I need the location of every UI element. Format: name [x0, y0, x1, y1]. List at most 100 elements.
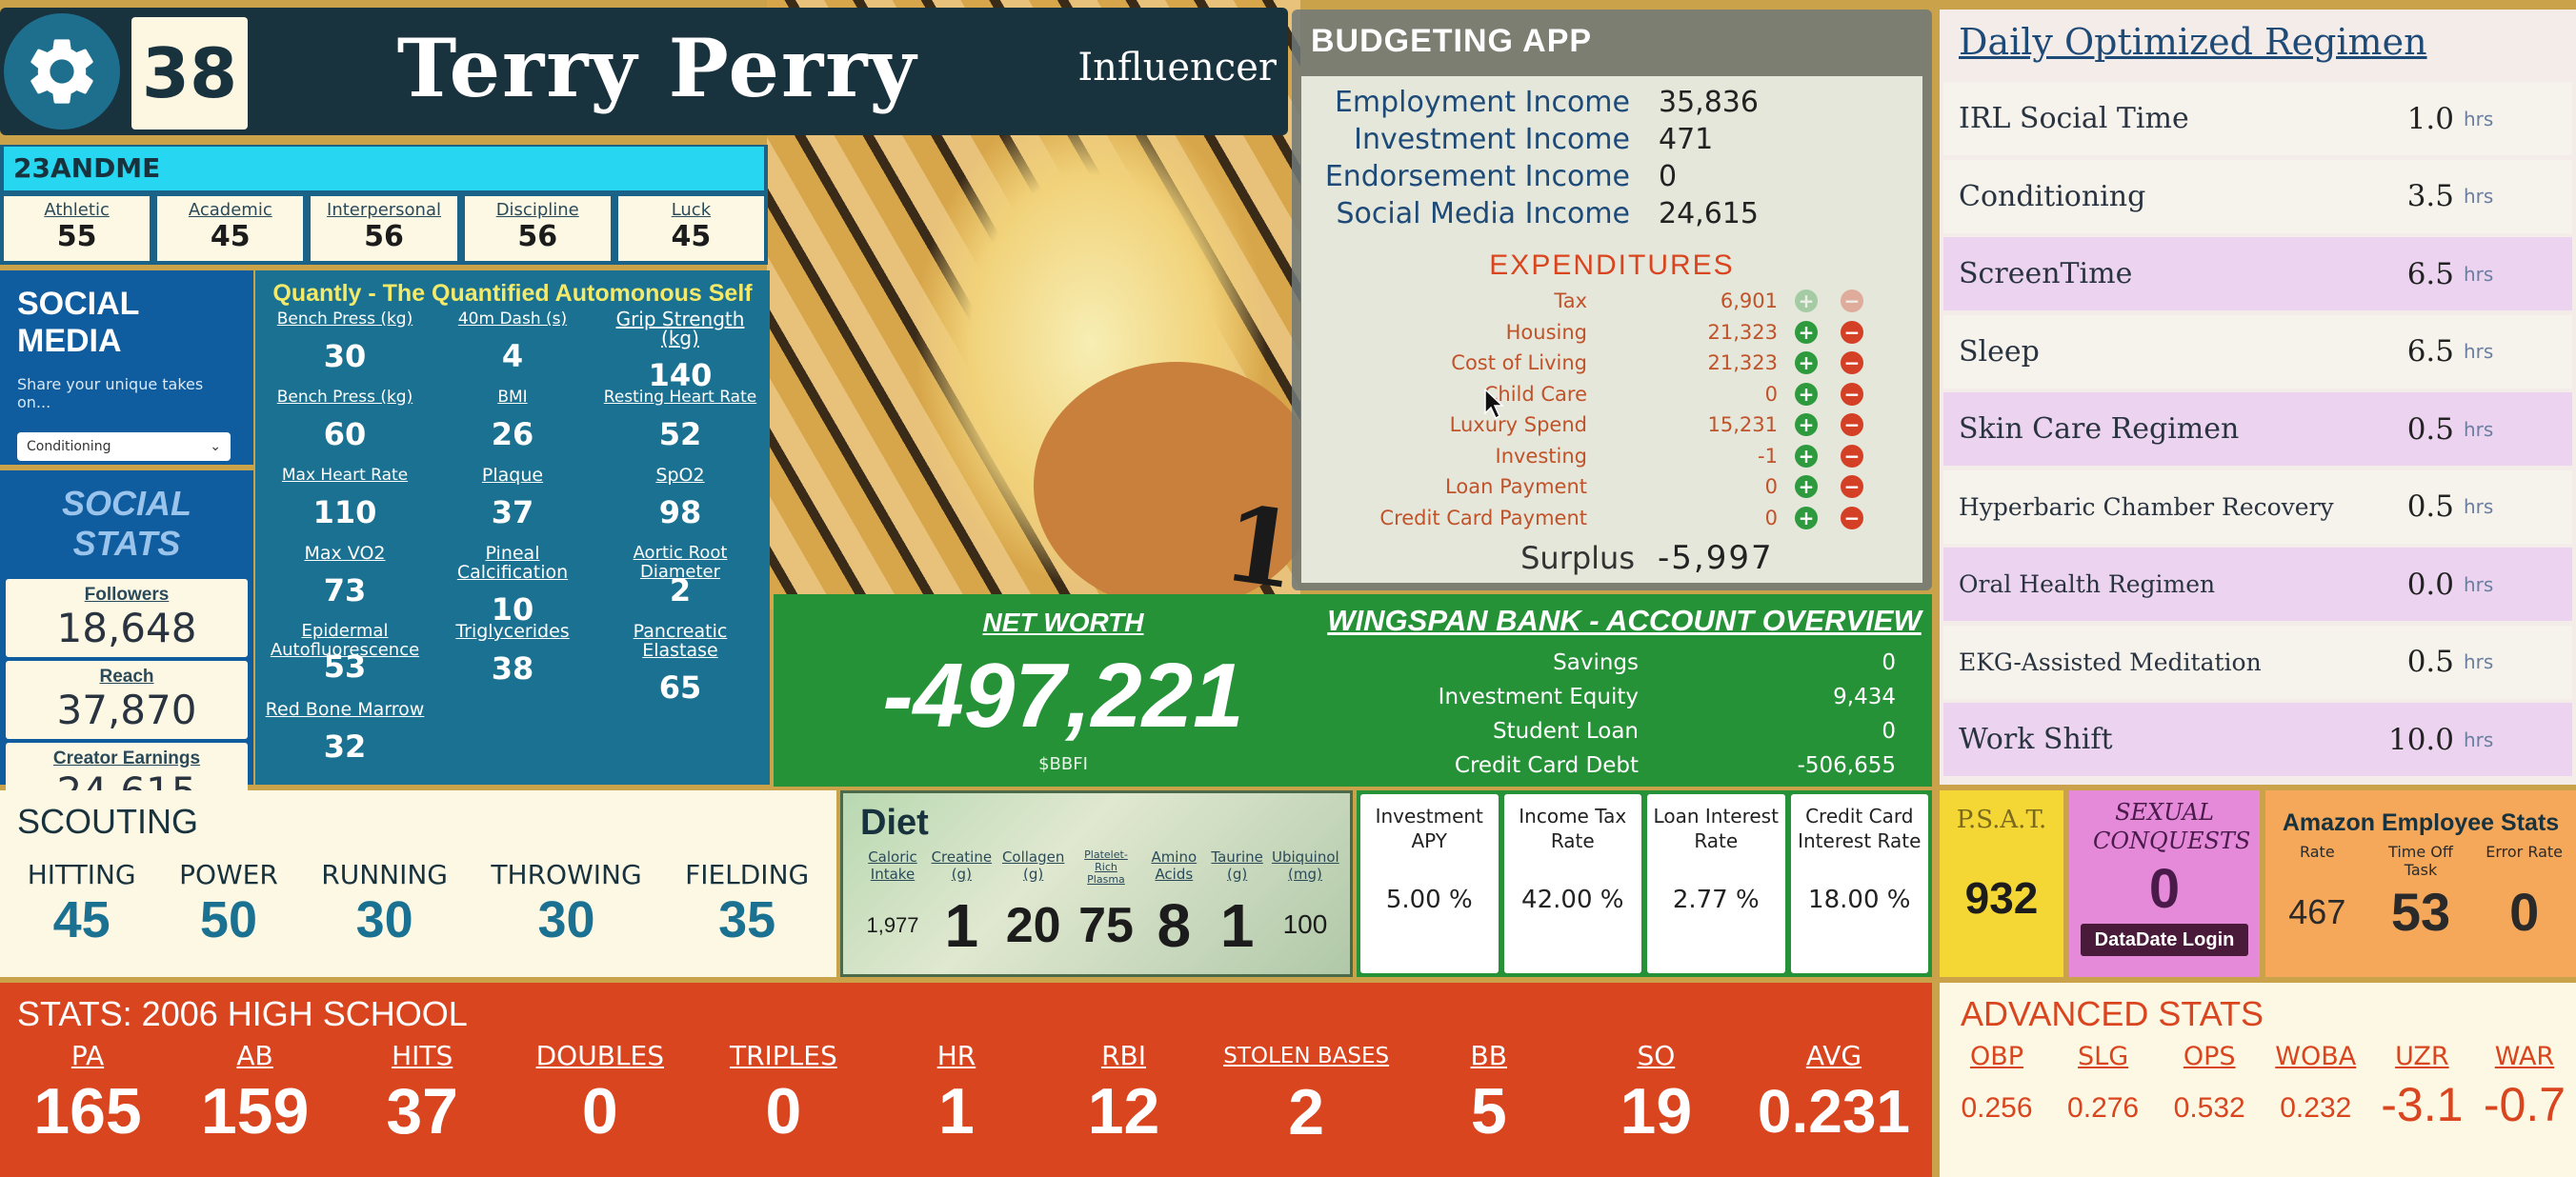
expenditure-row: Tax 6,901 + − [1301, 286, 1922, 317]
metric-value: 37 [491, 494, 534, 530]
hs-value: 19 [1620, 1075, 1693, 1147]
minus-icon[interactable]: − [1841, 444, 1863, 468]
expenditure-row: Investing -1 + − [1301, 441, 1922, 472]
dna-trait: Athletic 55 [4, 196, 151, 261]
rate-card: Loan Interest Rate 2.77 % [1647, 794, 1785, 973]
topic-select[interactable]: Conditioning ⌄ [17, 432, 231, 461]
psat-value: 932 [1964, 873, 2039, 923]
minus-icon[interactable]: − [1841, 506, 1863, 529]
rate-card: Income Tax Rate 42.00 % [1503, 794, 1641, 973]
minus-icon[interactable]: − [1841, 475, 1863, 499]
plus-icon[interactable]: + [1795, 320, 1818, 344]
dna-title-bar: 23ANDME [4, 147, 764, 190]
diet-label: Caloric Intake [868, 848, 917, 883]
minus-icon[interactable]: − [1841, 413, 1863, 437]
hs-stats-title: STATS: 2006 HIGH SCHOOL [17, 994, 468, 1033]
amazon-label: Time Off Task [2388, 843, 2453, 879]
chevron-down-icon: ⌄ [210, 439, 221, 454]
regimen-label: Sleep [1959, 334, 2040, 369]
income-row: Social Media Income 24,615 [1301, 195, 1922, 232]
conquests-title: SEXUAL CONQUESTS [2093, 799, 2251, 854]
trait-label: Discipline [495, 200, 579, 220]
income-label: Investment Income [1354, 123, 1630, 156]
income-value: 0 [1659, 160, 1678, 193]
regimen-value: 0.0 [2406, 567, 2454, 602]
player-name: Terry Perry [396, 21, 918, 115]
regimen-item: Skin Care Regimen 0.5 hrs [1943, 392, 2572, 466]
dna-trait: Academic 45 [157, 196, 304, 261]
scouting-label: RUNNING [321, 859, 448, 890]
cursor-icon [1484, 389, 1504, 419]
hs-stat: AB 159 [175, 1040, 335, 1152]
regimen-unit: hrs [2464, 340, 2494, 363]
regimen-unit: hrs [2464, 262, 2494, 286]
quantly-metric: Epidermal Autofluorescence 53 [261, 622, 429, 700]
hs-stat: HR 1 [876, 1040, 1036, 1152]
expenditure-row: Luxury Spend 15,231 + − [1301, 409, 1922, 441]
plus-icon[interactable]: + [1795, 351, 1818, 375]
metric-label: BMI [497, 388, 528, 407]
expense-value: 15,231 [1707, 413, 1778, 437]
bank-row: Savings 0 [1324, 646, 1915, 680]
hs-label: RBI [1101, 1040, 1147, 1071]
regimen-unit: hrs [2464, 417, 2494, 441]
level-badge: 38 [131, 17, 248, 130]
metric-label: Bench Press (kg) [276, 388, 413, 407]
scouting-stat: FIELDING 35 [685, 859, 809, 949]
minus-icon[interactable]: − [1841, 351, 1863, 375]
metric-value: 4 [501, 338, 524, 374]
income-label: Social Media Income [1336, 197, 1630, 230]
expenditure-list: Tax 6,901 + − Housing 21,323 + − Cost of Livin… [1301, 286, 1922, 533]
trait-label: Luck [671, 200, 712, 220]
hs-label: HR [936, 1040, 976, 1071]
bank-row: Investment Equity 9,434 [1324, 680, 1915, 714]
regimen-item: Conditioning 3.5 hrs [1943, 159, 2572, 233]
plus-icon[interactable]: + [1795, 475, 1818, 499]
adv-stats-title: ADVANCED STATS [1961, 994, 2264, 1033]
datadate-login-button[interactable]: DataDate Login [2081, 924, 2248, 956]
rate-label: Income Tax Rate [1519, 805, 1627, 852]
hs-value: 1 [938, 1075, 975, 1147]
regimen-unit: hrs [2464, 107, 2494, 130]
budget-title: BUDGETING APP [1311, 23, 1593, 59]
quantly-metric: Bench Press (kg) 30 [261, 309, 429, 388]
minus-icon[interactable]: − [1841, 320, 1863, 344]
settings-button[interactable] [4, 13, 120, 130]
bank-value: -506,655 [1797, 753, 1896, 778]
adv-stat: WAR -0.7 [2477, 1042, 2572, 1132]
regimen-label: IRL Social Time [1959, 102, 2189, 135]
scouting-stat: RUNNING 30 [321, 859, 448, 949]
social-stats-panel: SOCIAL STATS Followers 18,648 Reach 37,870… [0, 470, 253, 821]
adv-label: OBP [1969, 1042, 2024, 1071]
regimen-value: 0.5 [2406, 645, 2454, 679]
plus-icon[interactable]: + [1795, 444, 1818, 468]
diet-label: Collagen (g) [1001, 848, 1065, 883]
conquests-panel: SEXUAL CONQUESTS 0 DataDate Login [2069, 790, 2260, 977]
rate-card: Investment APY 5.00 % [1360, 794, 1499, 973]
income-label: Employment Income [1334, 86, 1630, 119]
metric-value: 65 [658, 669, 702, 706]
plus-icon[interactable]: + [1795, 413, 1818, 437]
regimen-unit: hrs [2464, 728, 2494, 751]
amazon-panel: Amazon Employee Stats Rate 467 Time Off T… [2265, 790, 2576, 977]
metric-value: 38 [491, 650, 534, 687]
plus-icon[interactable]: + [1795, 289, 1818, 313]
plus-icon[interactable]: + [1795, 382, 1818, 406]
regimen-label: Skin Care Regimen [1959, 412, 2240, 446]
expense-label: Cost of Living [1451, 351, 1587, 375]
diet-label: Creatine (g) [931, 848, 993, 883]
hs-label: AB [236, 1040, 273, 1071]
quantly-metric: Max Heart Rate 110 [261, 466, 429, 544]
metric-label: Pancreatic Elastase [633, 621, 728, 661]
minus-icon[interactable]: − [1841, 289, 1863, 313]
expenditure-row: Credit Card Payment 0 + − [1301, 503, 1922, 534]
hs-label: STOLEN BASES [1223, 1044, 1390, 1068]
hs-value: 0 [581, 1075, 618, 1147]
net-worth-ticker: $BBFI [1038, 754, 1088, 774]
minus-icon[interactable]: − [1841, 382, 1863, 406]
quantly-grid: Bench Press (kg) 30 40m Dash (s) 4 Grip St… [261, 309, 764, 778]
rate-value: 18.00 % [1808, 886, 1911, 914]
metric-label: Epidermal Autofluorescence [270, 621, 420, 660]
amazon-stat: Time Off Task 53 [2378, 843, 2464, 943]
plus-icon[interactable]: + [1795, 506, 1818, 529]
